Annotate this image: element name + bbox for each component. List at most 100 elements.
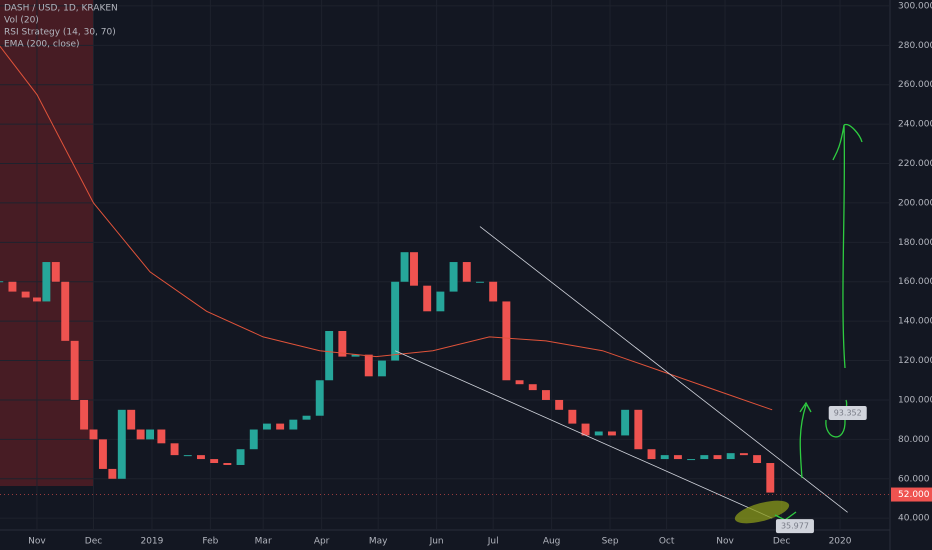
trendline (394, 350, 773, 519)
candle (80, 399, 89, 430)
x-tick-label: Mar (255, 537, 272, 547)
candle (726, 453, 735, 460)
candle (634, 409, 643, 450)
candle (262, 423, 271, 430)
candle (568, 409, 577, 424)
candle (70, 340, 79, 400)
x-tick-label: Jul (487, 537, 499, 547)
candle (325, 331, 334, 381)
x-tick-label: Oct (659, 537, 675, 547)
candle (42, 262, 51, 302)
ema-line (0, 45, 773, 411)
candle (170, 443, 179, 456)
legend: DASH / USD, 1D, KRAKEN Vol (20) RSI Strate… (4, 4, 118, 50)
candle (32, 297, 41, 302)
candle (700, 455, 709, 460)
y-tick-label: 220.000 (898, 159, 932, 169)
candle (647, 449, 656, 460)
x-tick-label: Apr (314, 537, 330, 547)
x-tick-label: 2020 (829, 537, 852, 547)
candle (410, 252, 418, 286)
candle (51, 262, 60, 282)
price-tag (775, 519, 814, 534)
candle (436, 291, 445, 312)
candle (289, 419, 298, 430)
candle (146, 429, 155, 440)
candle (315, 380, 324, 416)
y-tick-label: 140.000 (898, 317, 932, 327)
candle (183, 455, 192, 457)
candle (528, 384, 537, 391)
y-tick-label: 120.000 (898, 356, 932, 366)
candle (89, 429, 98, 440)
candle (515, 380, 524, 385)
x-tick-label: Feb (202, 537, 218, 547)
candle (766, 463, 775, 493)
x-tick-label: Aug (543, 537, 561, 547)
candle (476, 281, 484, 283)
y-tick-label: 280.000 (898, 41, 932, 51)
y-tick-label: 200.000 (898, 198, 932, 208)
legend-entry: DASH / USD, 1D, KRAKEN (4, 4, 118, 14)
candle (541, 390, 550, 400)
price-tag (828, 406, 867, 421)
candle (607, 431, 616, 436)
candle (502, 301, 511, 381)
candle (400, 252, 409, 282)
candle (98, 439, 107, 469)
candle (302, 415, 311, 420)
x-tick-label: Dec (773, 537, 790, 547)
candle (423, 285, 432, 312)
candle (351, 354, 360, 357)
candle (364, 354, 373, 377)
candle (117, 409, 126, 479)
candle (660, 455, 669, 460)
candle (136, 429, 145, 440)
candle (462, 262, 471, 282)
candle (581, 423, 590, 436)
plot (0, 45, 848, 519)
y-tick-label: 240.000 (898, 120, 932, 130)
candle (21, 291, 30, 298)
candle (687, 459, 696, 461)
y-tick-label: 260.000 (898, 80, 932, 90)
grid (0, 0, 890, 530)
candle (673, 455, 682, 460)
last-price-label: 52.000 (898, 490, 930, 500)
hand-arrow (799, 401, 812, 479)
candle (249, 429, 258, 450)
y-tick-label: 100.000 (898, 395, 932, 405)
candle (276, 423, 285, 430)
candle (713, 455, 722, 460)
candle (8, 281, 17, 292)
y-tick-label: 40.000 (898, 514, 930, 524)
hand-arrow (832, 123, 863, 369)
trendline (479, 226, 848, 513)
candle (108, 468, 117, 479)
x-tick-label: May (369, 537, 388, 547)
y-tick-label: 300.000 (898, 1, 932, 11)
highlight (734, 500, 790, 524)
legend-entry: RSI Strategy (14, 30, 70) (4, 28, 116, 38)
candle (210, 459, 219, 464)
candle (236, 449, 245, 465)
candle (391, 281, 400, 361)
x-tick-label: Sep (602, 537, 619, 547)
candle (753, 455, 762, 464)
x-tick-label: Nov (716, 537, 734, 547)
candle (594, 431, 603, 436)
x-tick-label: Nov (28, 537, 46, 547)
candle (739, 453, 748, 456)
rsi-zone (0, 0, 93, 486)
candle (157, 429, 166, 444)
y-tick-label: 60.000 (898, 474, 930, 484)
y-tick-label: 80.000 (898, 435, 930, 445)
candle (338, 331, 347, 357)
candle (127, 409, 136, 430)
legend-entry: EMA (200, close) (4, 40, 80, 50)
y-tick-label: 180.000 (898, 238, 932, 248)
legend-entry: Vol (20) (4, 16, 39, 26)
candle (197, 455, 205, 460)
